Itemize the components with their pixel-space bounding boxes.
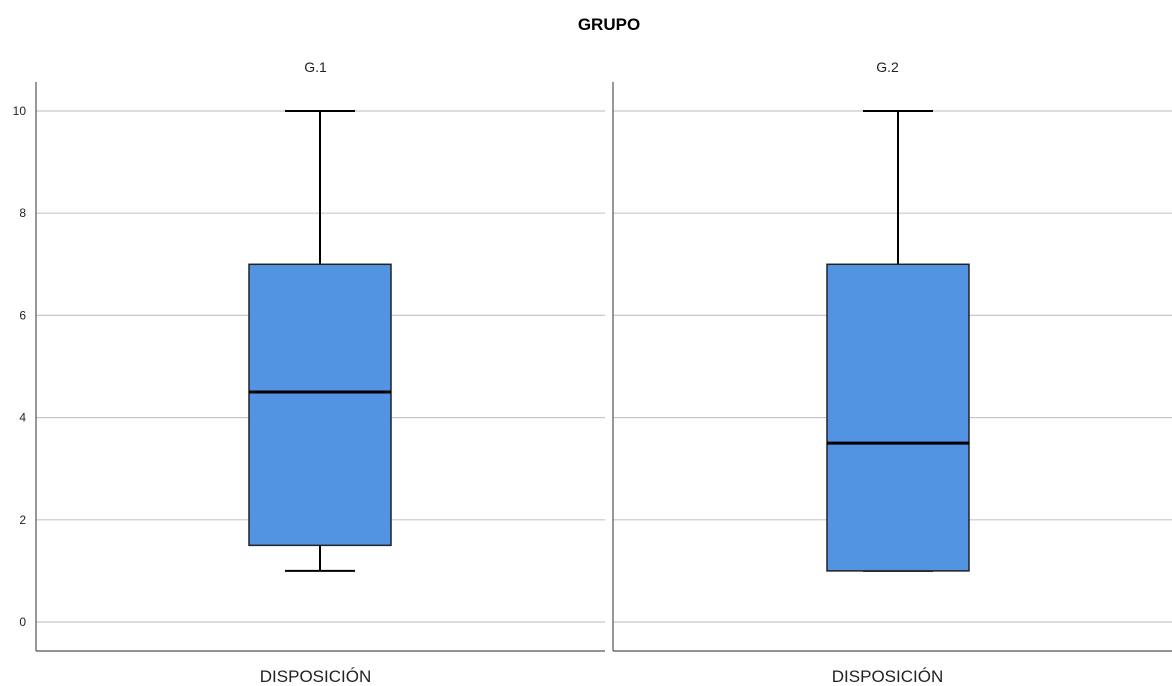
y-tick-label-6: 6 — [19, 308, 26, 322]
y-tick-label-0: 0 — [19, 615, 26, 629]
panel-2-category-label: DISPOSICIÓN — [832, 667, 943, 686]
y-tick-label-4: 4 — [19, 411, 26, 425]
panel-2-title: G.2 — [876, 59, 899, 75]
y-tick-label-10: 10 — [13, 104, 27, 118]
y-tick-label-2: 2 — [19, 513, 26, 527]
panel-2-box — [826, 263, 970, 572]
panel-1-category-label: DISPOSICIÓN — [260, 667, 371, 686]
panel-1-box — [248, 263, 392, 547]
panel-1-title: G.1 — [304, 59, 327, 75]
y-tick-label-8: 8 — [19, 206, 26, 220]
chart-title: GRUPO — [578, 15, 640, 34]
